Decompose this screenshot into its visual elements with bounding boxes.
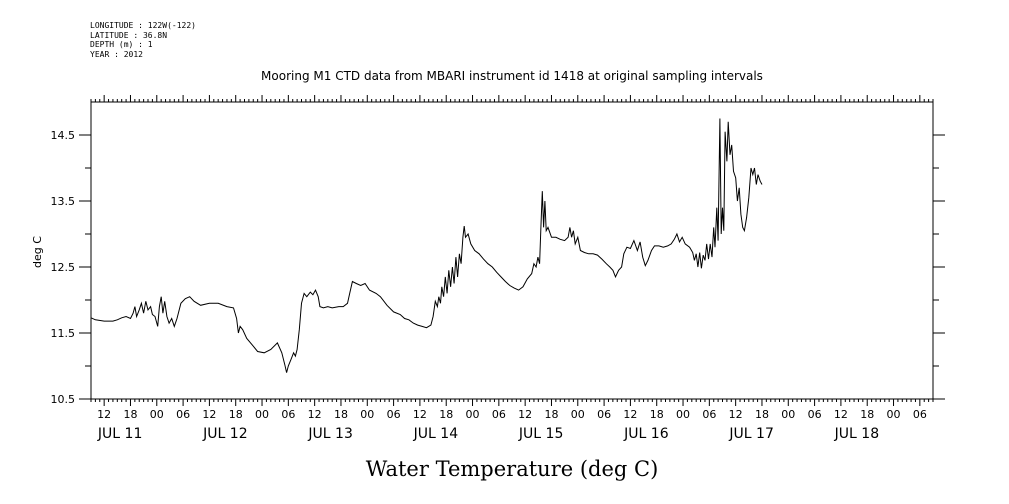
x-tick-label: 12 bbox=[308, 408, 322, 421]
y-tick-label: 11.5 bbox=[51, 327, 76, 340]
x-day-label: JUL 15 bbox=[518, 426, 563, 442]
plot-axes bbox=[90, 101, 934, 400]
x-tick-label: 00 bbox=[255, 408, 269, 421]
x-tick-label: 00 bbox=[676, 408, 690, 421]
x-day-label: JUL 14 bbox=[413, 426, 459, 442]
x-day-label: JUL 18 bbox=[834, 426, 879, 442]
x-day-label: JUL 12 bbox=[202, 426, 247, 442]
x-tick-label: 06 bbox=[492, 408, 506, 421]
longitude-label: LONGITUDE : 122W(-122) bbox=[90, 21, 196, 30]
x-tick-label: 18 bbox=[229, 408, 243, 421]
depth-label: DEPTH (m) : 1 bbox=[90, 40, 153, 49]
y-axis-ticks: 10.5 11.5 12.5 13.5 14.5 bbox=[51, 129, 945, 406]
plot-frame bbox=[90, 101, 934, 400]
x-tick-label: 12 bbox=[202, 408, 216, 421]
x-tick-label: 06 bbox=[808, 408, 822, 421]
x-tick-label: 12 bbox=[97, 408, 111, 421]
x-tick-label: 18 bbox=[650, 408, 664, 421]
x-tick-label: 18 bbox=[334, 408, 348, 421]
y-tick-label: 10.5 bbox=[51, 393, 76, 406]
series-line bbox=[90, 118, 763, 373]
x-tick-label: 12 bbox=[834, 408, 848, 421]
chart-title: Mooring M1 CTD data from MBARI instrumen… bbox=[261, 69, 763, 83]
x-tick-label: 12 bbox=[518, 408, 532, 421]
y-tick-label: 13.5 bbox=[51, 195, 76, 208]
x-tick-label: 06 bbox=[913, 408, 927, 421]
latitude-label: LATITUDE : 36.8N bbox=[90, 30, 168, 40]
x-tick-label: 12 bbox=[729, 408, 743, 421]
x-axis-ticks: 12 18 00 06 12 18 00 06 12 18 00 06 12 18 00 06 12 18 00 06… bbox=[90, 95, 934, 442]
x-tick-label: 00 bbox=[360, 408, 374, 421]
x-day-label: JUL 17 bbox=[728, 426, 773, 442]
x-day-label: JUL 16 bbox=[623, 426, 669, 442]
y-tick-label: 14.5 bbox=[51, 129, 76, 142]
x-tick-label: 18 bbox=[544, 408, 558, 421]
series-group bbox=[90, 118, 763, 373]
x-tick-label: 18 bbox=[439, 408, 453, 421]
year-label: YEAR : 2012 bbox=[90, 49, 143, 59]
x-tick-label: 00 bbox=[781, 408, 795, 421]
chart-metadata: LONGITUDE : 122W(-122) LATITUDE : 36.8N … bbox=[90, 21, 196, 59]
x-tick-label: 00 bbox=[466, 408, 480, 421]
x-tick-label: 00 bbox=[887, 408, 901, 421]
x-tick-label: 18 bbox=[123, 408, 137, 421]
x-tick-label: 06 bbox=[387, 408, 401, 421]
x-day-label: JUL 11 bbox=[97, 426, 142, 442]
x-tick-label: 00 bbox=[571, 408, 585, 421]
x-tick-label: 12 bbox=[623, 408, 637, 421]
x-axis-label: Water Temperature (deg C) bbox=[366, 457, 659, 481]
x-tick-label: 18 bbox=[755, 408, 769, 421]
y-axis-label: deg C bbox=[31, 236, 44, 268]
y-tick-label: 12.5 bbox=[51, 261, 76, 274]
x-tick-label: 12 bbox=[413, 408, 427, 421]
x-day-label: JUL 13 bbox=[307, 426, 352, 442]
x-tick-label: 06 bbox=[176, 408, 190, 421]
x-tick-label: 06 bbox=[597, 408, 611, 421]
x-tick-label: 00 bbox=[150, 408, 164, 421]
x-tick-label: 06 bbox=[281, 408, 295, 421]
x-tick-label: 06 bbox=[702, 408, 716, 421]
x-tick-label: 18 bbox=[860, 408, 874, 421]
